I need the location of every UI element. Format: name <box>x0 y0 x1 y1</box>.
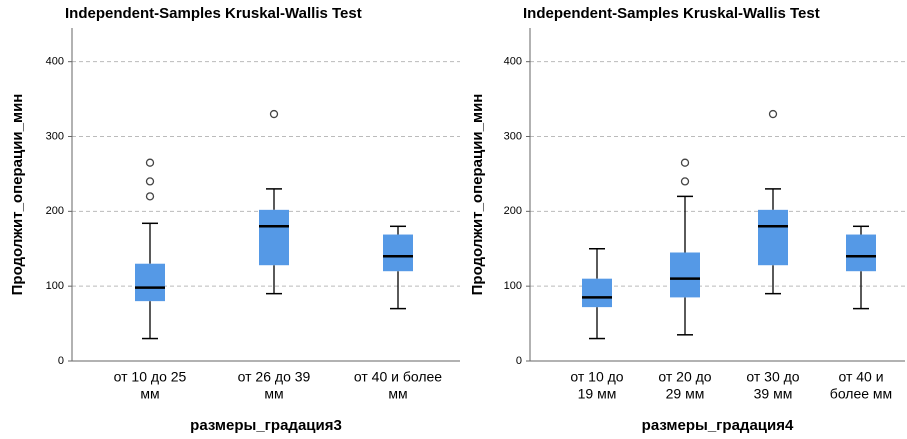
y-tick-label: 200 <box>46 205 64 217</box>
box <box>758 209 788 266</box>
box <box>383 234 413 272</box>
x-tick-label: более мм <box>830 386 892 402</box>
outlier <box>145 177 155 186</box>
y-tick-label: 0 <box>58 355 64 367</box>
outlier <box>680 177 690 186</box>
box <box>259 209 289 266</box>
x-tick-label: мм <box>264 386 283 402</box>
y-tick-label: 0 <box>516 355 522 367</box>
chart-title: Independent-Samples Kruskal-Wallis Test <box>523 5 820 22</box>
x-tick-label: от 26 до 39 <box>238 369 311 385</box>
outlier <box>269 109 279 119</box>
x-tick-label: от 10 до <box>570 369 623 385</box>
y-tick-label: 100 <box>46 280 64 292</box>
x-axis-label: размеры_градация4 <box>642 417 794 434</box>
y-axis-label: Продолжит_операции_мин <box>469 94 486 296</box>
y-axis-label: Продолжит_операции_мин <box>9 94 26 296</box>
x-tick-label: от 30 до <box>746 369 799 385</box>
x-tick-label: мм <box>388 386 407 402</box>
y-tick-label: 400 <box>46 56 64 68</box>
chart-title: Independent-Samples Kruskal-Wallis Test <box>65 5 362 22</box>
y-tick-label: 300 <box>504 130 522 142</box>
outlier <box>768 109 778 119</box>
x-tick-label: 19 мм <box>578 386 617 402</box>
x-axis-label: размеры_градация3 <box>190 417 342 434</box>
y-tick-label: 100 <box>504 280 522 292</box>
y-tick-label: 200 <box>504 205 522 217</box>
x-tick-label: от 40 и <box>838 369 883 385</box>
outlier <box>145 192 155 201</box>
x-tick-label: 39 мм <box>754 386 793 402</box>
box <box>670 252 700 298</box>
x-tick-label: мм <box>140 386 159 402</box>
x-tick-label: от 20 до <box>658 369 711 385</box>
x-tick-label: от 10 до 25 <box>114 369 187 385</box>
outlier <box>680 158 690 167</box>
x-tick-label: 29 мм <box>666 386 705 402</box>
y-tick-label: 300 <box>46 130 64 142</box>
x-tick-label: от 40 и более <box>354 369 442 385</box>
box <box>846 234 876 272</box>
outlier <box>145 158 155 167</box>
box <box>582 278 612 308</box>
box <box>135 263 165 302</box>
y-tick-label: 400 <box>504 56 522 68</box>
